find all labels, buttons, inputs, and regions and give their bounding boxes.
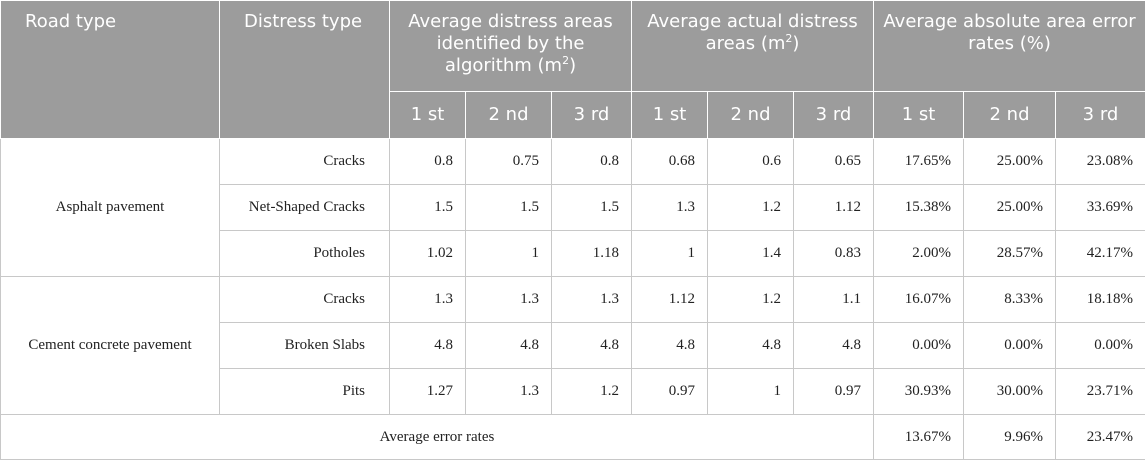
error-rate-cell: 30.93% (874, 369, 964, 415)
alg-area-cell: 1.5 (390, 185, 466, 231)
table-row: Cement concrete pavement Cracks 1.3 1.3 … (1, 277, 1145, 323)
alg-area-cell: 1.3 (466, 277, 552, 323)
error-rate-cell: 16.07% (874, 277, 964, 323)
actual-area-cell: 1.3 (632, 185, 708, 231)
distress-type-cell: Net-Shaped Cracks (220, 185, 390, 231)
alg-area-cell: 1.3 (390, 277, 466, 323)
alg-area-cell: 0.8 (552, 139, 632, 185)
header-error-rate: Average absolute area error rates (%) (874, 1, 1145, 92)
average-error-cell: 9.96% (964, 415, 1056, 460)
error-rate-cell: 25.00% (964, 185, 1056, 231)
error-rate-cell: 8.33% (964, 277, 1056, 323)
header-algorithm-area: Average distress areas identified by the… (390, 1, 632, 92)
alg-area-cell: 1.5 (552, 185, 632, 231)
error-rate-cell: 18.18% (1056, 277, 1145, 323)
header-actual-run-3: 3 rd (794, 92, 874, 139)
average-label: Average error rates (1, 415, 874, 460)
distress-type-cell: Pits (220, 369, 390, 415)
alg-area-cell: 4.8 (552, 323, 632, 369)
header-algorithm-area-sup: 2 (562, 54, 569, 67)
actual-area-cell: 0.83 (794, 231, 874, 277)
alg-area-cell: 1.5 (466, 185, 552, 231)
alg-area-cell: 0.75 (466, 139, 552, 185)
distress-type-cell: Cracks (220, 277, 390, 323)
alg-area-cell: 0.8 (390, 139, 466, 185)
error-rate-cell: 0.00% (874, 323, 964, 369)
road-type-cell: Asphalt pavement (1, 139, 220, 277)
distress-type-cell: Cracks (220, 139, 390, 185)
alg-area-cell: 1.3 (552, 277, 632, 323)
header-road-type: Road type (1, 1, 220, 139)
distress-type-cell: Potholes (220, 231, 390, 277)
error-rate-cell: 30.00% (964, 369, 1056, 415)
actual-area-cell: 1.12 (794, 185, 874, 231)
table-row: Asphalt pavement Cracks 0.8 0.75 0.8 0.6… (1, 139, 1145, 185)
error-rate-cell: 33.69% (1056, 185, 1145, 231)
alg-area-cell: 1.18 (552, 231, 632, 277)
error-rate-cell: 25.00% (964, 139, 1056, 185)
error-rate-cell: 28.57% (964, 231, 1056, 277)
actual-area-cell: 1.2 (708, 185, 794, 231)
alg-area-cell: 1.3 (466, 369, 552, 415)
alg-area-cell: 4.8 (466, 323, 552, 369)
actual-area-cell: 1 (708, 369, 794, 415)
header-error-run-2: 2 nd (964, 92, 1056, 139)
actual-area-cell: 1.12 (632, 277, 708, 323)
alg-area-cell: 1.27 (390, 369, 466, 415)
actual-area-cell: 4.8 (794, 323, 874, 369)
header-algorithm-area-paren: ) (569, 55, 576, 76)
header-actual-run-2: 2 nd (708, 92, 794, 139)
actual-area-cell: 1 (632, 231, 708, 277)
header-alg-run-1: 1 st (390, 92, 466, 139)
header-algorithm-area-text: Average distress areas identified by the… (408, 11, 613, 76)
header-actual-area-text: Average actual distress areas (m (647, 11, 857, 54)
actual-area-cell: 1.1 (794, 277, 874, 323)
average-error-cell: 23.47% (1056, 415, 1145, 460)
average-row: Average error rates 13.67% 9.96% 23.47% (1, 415, 1145, 460)
header-alg-run-3: 3 rd (552, 92, 632, 139)
alg-area-cell: 4.8 (390, 323, 466, 369)
header-actual-run-1: 1 st (632, 92, 708, 139)
header-alg-run-2: 2 nd (466, 92, 552, 139)
header-error-run-1: 1 st (874, 92, 964, 139)
error-rate-cell: 0.00% (964, 323, 1056, 369)
error-rate-cell: 15.38% (874, 185, 964, 231)
alg-area-cell: 1.2 (552, 369, 632, 415)
actual-area-cell: 0.97 (632, 369, 708, 415)
actual-area-cell: 0.6 (708, 139, 794, 185)
error-rate-cell: 0.00% (1056, 323, 1145, 369)
error-rate-cell: 17.65% (874, 139, 964, 185)
road-type-cell: Cement concrete pavement (1, 277, 220, 415)
header-distress-type: Distress type (220, 1, 390, 139)
actual-area-cell: 0.97 (794, 369, 874, 415)
actual-area-cell: 1.2 (708, 277, 794, 323)
actual-area-cell: 1.4 (708, 231, 794, 277)
error-rate-cell: 23.08% (1056, 139, 1145, 185)
error-rate-cell: 23.71% (1056, 369, 1145, 415)
alg-area-cell: 1.02 (390, 231, 466, 277)
average-error-cell: 13.67% (874, 415, 964, 460)
actual-area-cell: 4.8 (632, 323, 708, 369)
table-header: Road type Distress type Average distress… (1, 1, 1145, 139)
distress-type-cell: Broken Slabs (220, 323, 390, 369)
error-rate-cell: 42.17% (1056, 231, 1145, 277)
actual-area-cell: 0.65 (794, 139, 874, 185)
actual-area-cell: 0.68 (632, 139, 708, 185)
header-error-run-3: 3 rd (1056, 92, 1145, 139)
header-actual-area: Average actual distress areas (m2) (632, 1, 874, 92)
actual-area-cell: 4.8 (708, 323, 794, 369)
header-actual-area-paren: ) (792, 33, 799, 54)
table-body: Asphalt pavement Cracks 0.8 0.75 0.8 0.6… (1, 139, 1145, 460)
error-rate-cell: 2.00% (874, 231, 964, 277)
alg-area-cell: 1 (466, 231, 552, 277)
